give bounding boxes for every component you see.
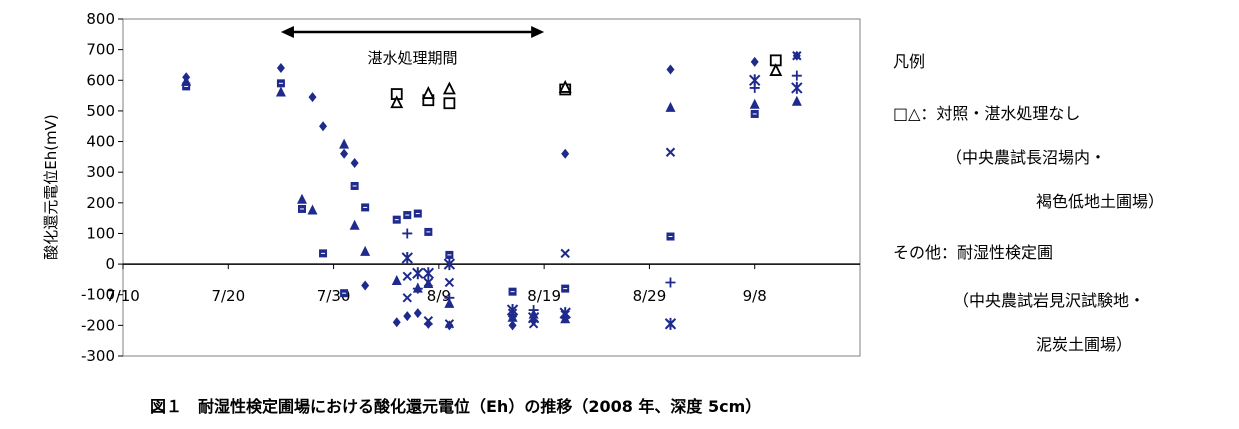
x-marker xyxy=(444,277,455,288)
plus-marker xyxy=(444,292,455,303)
x-tick-label: 8/29 xyxy=(633,287,667,305)
open-triangle-marker xyxy=(769,63,783,76)
diamond-marker xyxy=(424,318,433,329)
legend-other-entry: その他：耐湿性検定圃 xyxy=(893,243,1054,262)
x-marker xyxy=(423,316,434,326)
plus-marker xyxy=(749,82,760,93)
open-triangle-marker xyxy=(421,86,435,99)
asterisk-marker xyxy=(422,267,435,280)
x-tick-label: 8/19 xyxy=(527,287,561,305)
figure-caption: 図１ 耐湿性検定圃場における酸化還元電位（Eh）の推移（2008 年、深度 5c… xyxy=(150,397,762,416)
triangle-marker xyxy=(349,219,360,230)
asterisk-marker xyxy=(443,258,456,271)
x-tick-label: 8/9 xyxy=(427,287,451,305)
annotation-arrow-right xyxy=(531,26,545,38)
y-tick-label: -200 xyxy=(81,316,115,334)
legend-other-site: （中央農試岩見沢試験地・ xyxy=(953,291,1146,310)
x-marker xyxy=(665,147,676,157)
open-triangle-marker xyxy=(390,95,404,109)
diamond-marker xyxy=(413,308,422,319)
triangle-marker xyxy=(181,75,192,86)
open-triangle-marker xyxy=(442,81,456,95)
open-triangle-marker xyxy=(558,79,572,93)
x-marker xyxy=(792,51,802,61)
triangle-marker xyxy=(360,245,371,256)
plus-marker xyxy=(412,283,423,294)
x-tick-label: 7/10 xyxy=(106,287,140,305)
asterisk-marker xyxy=(664,317,677,330)
triangle-marker xyxy=(296,193,307,204)
triangle-marker xyxy=(749,98,760,109)
diamond-marker xyxy=(276,63,285,74)
plot-area xyxy=(122,18,861,357)
x-marker xyxy=(402,293,412,303)
y-tick-label: 800 xyxy=(86,10,115,28)
treatment-period-annotation: 湛水処理期間 xyxy=(280,26,545,67)
y-tick-label: 400 xyxy=(86,133,115,151)
x-marker xyxy=(560,248,570,259)
plus-marker xyxy=(528,305,539,316)
y-tick-label: -300 xyxy=(81,347,115,365)
diamond-marker xyxy=(403,311,412,322)
asterisk-marker xyxy=(559,307,571,320)
triangle-marker xyxy=(307,204,318,215)
x-marker xyxy=(444,319,455,329)
asterisk-marker xyxy=(412,267,424,280)
diamond-marker xyxy=(319,121,328,132)
triangle-marker xyxy=(791,95,802,106)
diamond-marker xyxy=(561,148,570,159)
diamond-marker xyxy=(508,320,517,331)
diamond-marker xyxy=(392,317,401,328)
y-tick-label: 200 xyxy=(86,194,115,212)
x-tick-label: 9/8 xyxy=(743,287,767,305)
diamond-marker xyxy=(350,157,359,168)
diamond-marker xyxy=(308,92,317,103)
plus-marker xyxy=(791,70,802,81)
legend-control-site: （中央農試長沼場内・ xyxy=(946,148,1107,167)
x-marker xyxy=(423,277,434,288)
y-tick-label: 300 xyxy=(86,163,115,181)
y-tick-label: 700 xyxy=(86,41,115,59)
diamond-marker xyxy=(750,56,759,67)
y-axis-label: 酸化還元電位Eh(mV) xyxy=(42,114,60,260)
legend-control-entry: □△：対照・湛水処理なし xyxy=(893,104,1081,123)
legend-title: 凡例 xyxy=(893,52,926,71)
diamond-marker xyxy=(340,148,349,159)
y-axis: 800 700 600 500 400 300 200 100 0 -100 -200 -300 xyxy=(81,10,123,365)
data-points xyxy=(181,50,803,331)
plus-marker xyxy=(402,228,413,239)
annotation-arrow-left xyxy=(280,26,294,38)
y-tick-label: 600 xyxy=(86,71,115,89)
y-tick-label: 0 xyxy=(105,255,115,273)
triangle-marker xyxy=(339,138,350,149)
triangle-marker xyxy=(444,297,455,308)
plus-marker xyxy=(665,277,676,288)
triangle-marker xyxy=(665,101,676,112)
open-square-marker xyxy=(443,97,456,110)
y-tick-label: -100 xyxy=(81,286,115,304)
triangle-marker xyxy=(275,86,286,97)
y-tick-label: 500 xyxy=(86,102,115,120)
asterisk-marker xyxy=(401,251,413,264)
legend-other-soil: 泥炭土圃場） xyxy=(1036,335,1133,354)
diamond-marker xyxy=(666,64,675,75)
diamond-marker xyxy=(361,280,370,291)
x-tick-label: 7/20 xyxy=(211,287,245,305)
asterisk-marker xyxy=(791,81,803,94)
triangle-marker xyxy=(391,274,402,285)
annotation-label: 湛水処理期間 xyxy=(368,49,458,67)
legend-control-soil: 褐色低地土圃場） xyxy=(1036,192,1165,211)
plus-marker xyxy=(507,309,518,320)
y-tick-label: 100 xyxy=(86,224,115,242)
x-marker xyxy=(402,271,412,282)
